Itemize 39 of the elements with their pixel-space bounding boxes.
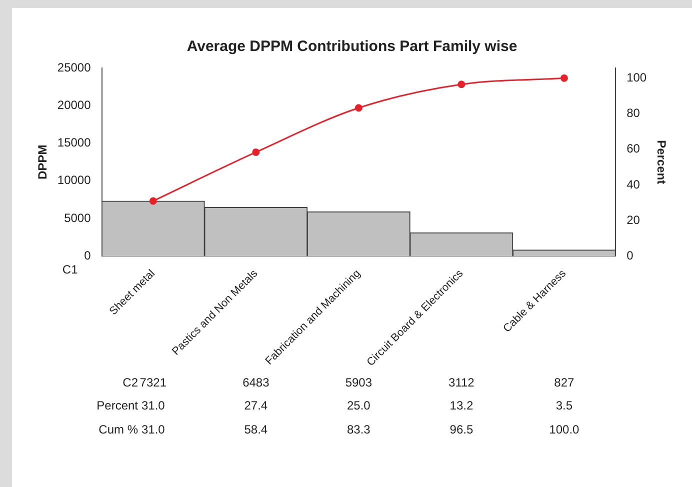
- text: Percent: [96, 398, 139, 412]
- data-label: 31.0: [141, 422, 166, 436]
- text: C2: [122, 375, 138, 390]
- data-label: 6483: [242, 375, 270, 390]
- data-label: 3112: [448, 375, 475, 390]
- y-tick-label: 20000: [57, 98, 92, 112]
- data-label: 7321: [140, 375, 167, 390]
- y-axis-title: DPPM: [36, 144, 50, 180]
- y2-tick-label: 0: [626, 248, 634, 262]
- y-tick-label: 15000: [57, 136, 92, 150]
- data-label: 96.5: [450, 422, 474, 436]
- y2-tick-label: 80: [626, 106, 640, 120]
- point: [354, 104, 362, 112]
- y2-axis-title: Percent: [654, 140, 668, 184]
- y2-tick-label: 20: [626, 212, 640, 227]
- y-tick-label: 25000: [57, 60, 92, 74]
- y2-tick-label: 100: [626, 70, 647, 84]
- y-tick-label: 5000: [64, 210, 92, 225]
- data-label: 827: [554, 375, 575, 390]
- data-label: 5903: [345, 375, 372, 390]
- text: 13.2: [450, 398, 474, 412]
- y-tick-label: 0: [84, 248, 92, 262]
- point: [149, 197, 157, 205]
- x-axis-title: C1: [62, 262, 78, 276]
- text: 3.5: [556, 398, 573, 412]
- data-label: 83.3: [346, 422, 371, 436]
- chart-title: Average DPPM Contributions Part Family wise: [186, 38, 518, 56]
- point: [458, 80, 466, 88]
- text: 31.0: [141, 398, 166, 412]
- y2-tick-label: 40: [626, 177, 640, 192]
- point: [560, 74, 568, 82]
- text: 27.4: [244, 398, 268, 412]
- text: Cum %: [98, 422, 138, 436]
- data-label: 100.0: [549, 422, 580, 436]
- y2-tick-label: 60: [626, 142, 640, 156]
- text: 25.0: [346, 398, 371, 412]
- point: [252, 148, 260, 156]
- data-label: 58.4: [244, 422, 268, 436]
- y-tick-label: 10000: [57, 173, 92, 188]
